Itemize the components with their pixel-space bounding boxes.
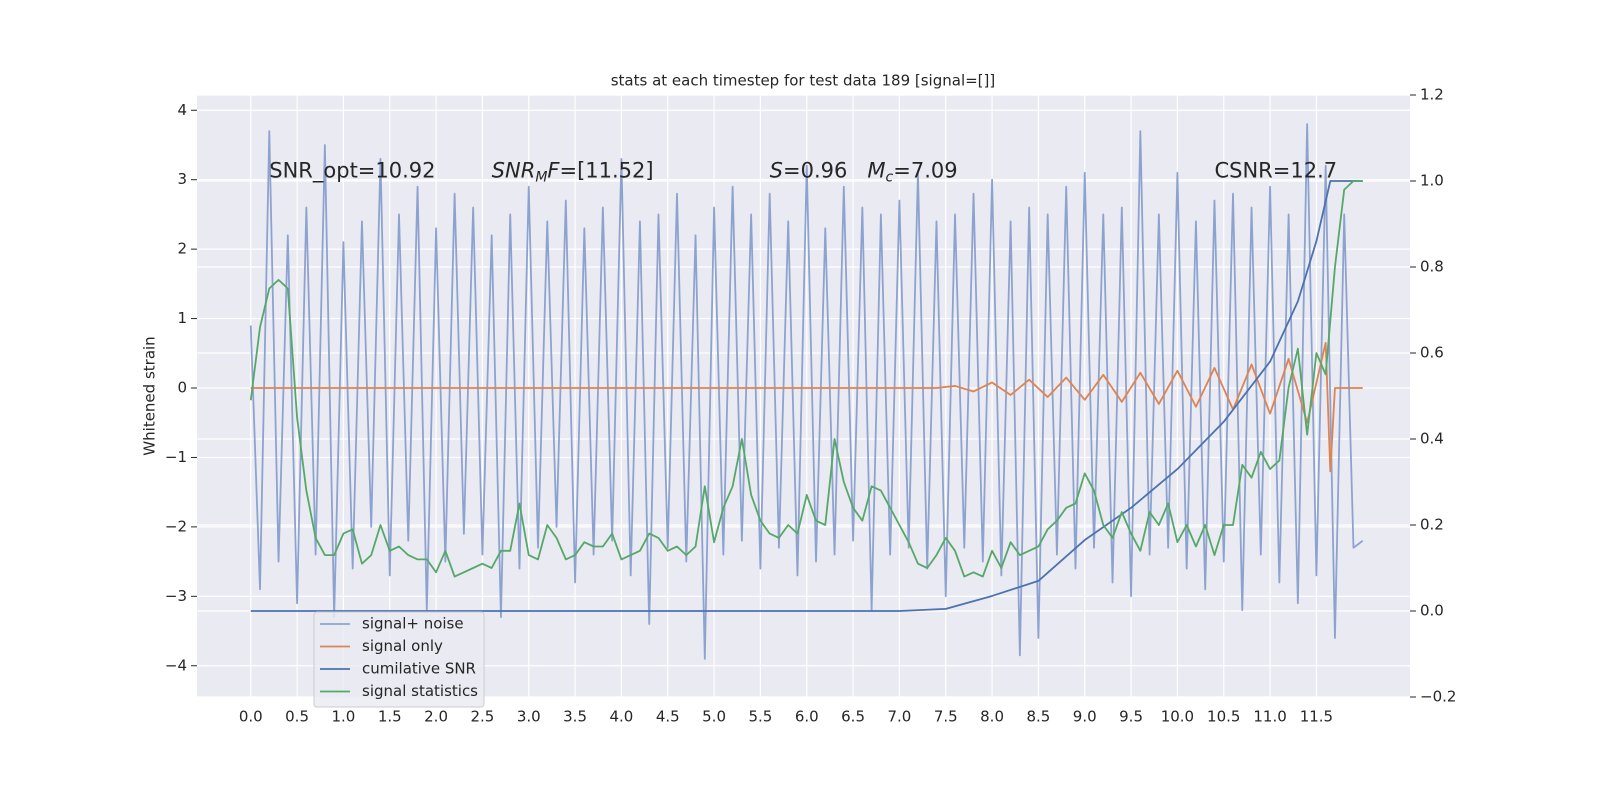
x-tick-label: 3.5: [563, 708, 587, 726]
x-tick-label: 8.5: [1026, 708, 1050, 726]
x-tick-label: 11.0: [1253, 708, 1286, 726]
x-tick-label: 2.5: [470, 708, 494, 726]
annotation-part: M: [867, 159, 885, 183]
chart-title: stats at each timestep for test data 189…: [611, 72, 996, 90]
annotation-part: =7.09: [893, 159, 957, 183]
y-tick-label: 0: [177, 379, 187, 397]
y2-tick-label: 0.0: [1420, 602, 1444, 620]
legend-label: signal only: [362, 637, 443, 655]
y-tick-label: 4: [177, 101, 187, 119]
x-tick-label: 6.5: [841, 708, 865, 726]
y2-tick-label: 1.2: [1420, 86, 1444, 104]
y-tick-label: 3: [177, 170, 187, 188]
legend-label: signal statistics: [362, 682, 478, 700]
x-tick-label: 5.5: [748, 708, 772, 726]
legend-box: [313, 611, 485, 708]
annotation-part: F: [547, 159, 560, 183]
x-tick-label: 7.0: [887, 708, 911, 726]
annotation-part: c: [886, 170, 894, 186]
series-line: [249, 180, 1363, 578]
x-tick-label: 0.0: [239, 708, 263, 726]
x-tick-label: 1.0: [331, 708, 355, 726]
annotation-part: CSNR=12.7: [1214, 159, 1337, 183]
legend: signal+ noise signal only cumilative SNR si…: [313, 611, 485, 708]
annotation-part: S: [770, 159, 783, 183]
y2-tick-label: 1.0: [1420, 172, 1444, 190]
y-tick-label: −2: [165, 517, 187, 535]
x-tick-label: 7.5: [934, 708, 958, 726]
x-tick-label: 10.5: [1207, 708, 1240, 726]
x-tick-label: 0.5: [285, 708, 309, 726]
x-tick-label: 9.0: [1073, 708, 1097, 726]
x-tick-label: 5.0: [702, 708, 726, 726]
y2-tick-label: 0.6: [1420, 344, 1444, 362]
y-tick-label: 2: [177, 240, 187, 258]
y-tick-label: −1: [165, 448, 187, 466]
x-tick-label: 4.5: [656, 708, 680, 726]
x-tick-label: 6.0: [795, 708, 819, 726]
annotation: SNR_opt=10.92: [269, 159, 435, 184]
annotation: CSNR=12.7: [1214, 159, 1337, 183]
y-axis-label: Whitened strain: [141, 336, 159, 455]
series-line: [250, 180, 1363, 612]
annotation-part: SNR_opt=10.92: [269, 159, 435, 184]
y2-tick-label: −0.2: [1420, 688, 1456, 706]
annotation: SNRMF=[11.52]: [492, 159, 654, 186]
x-tick-label: 2.0: [424, 708, 448, 726]
x-tick-label: 11.5: [1300, 708, 1333, 726]
annotation-part: M: [535, 170, 547, 186]
y-tick-label: −4: [165, 656, 187, 674]
legend-label: signal+ noise: [362, 615, 464, 633]
y-tick-label: 1: [177, 309, 187, 327]
y2-tick-label: 0.2: [1420, 516, 1444, 534]
x-tick-label: 1.5: [378, 708, 402, 726]
y2-tick-label: 0.8: [1420, 258, 1444, 276]
x-tick-label: 8.0: [980, 708, 1004, 726]
x-tick-label: 10.0: [1161, 708, 1194, 726]
annotation-part: =0.96: [783, 159, 867, 183]
annotation: S=0.96 Mc=7.09: [770, 159, 958, 186]
x-tick-label: 4.0: [609, 708, 633, 726]
y2-tick-label: 0.4: [1420, 430, 1444, 448]
annotation-part: =[11.52]: [560, 159, 654, 183]
y-tick-label: −3: [165, 587, 187, 605]
annotation-part: SNR: [492, 159, 536, 183]
legend-label: cumilative SNR: [362, 660, 476, 678]
x-tick-label: 9.5: [1119, 708, 1143, 726]
series-line: [249, 123, 1364, 660]
x-tick-label: 3.0: [517, 708, 541, 726]
